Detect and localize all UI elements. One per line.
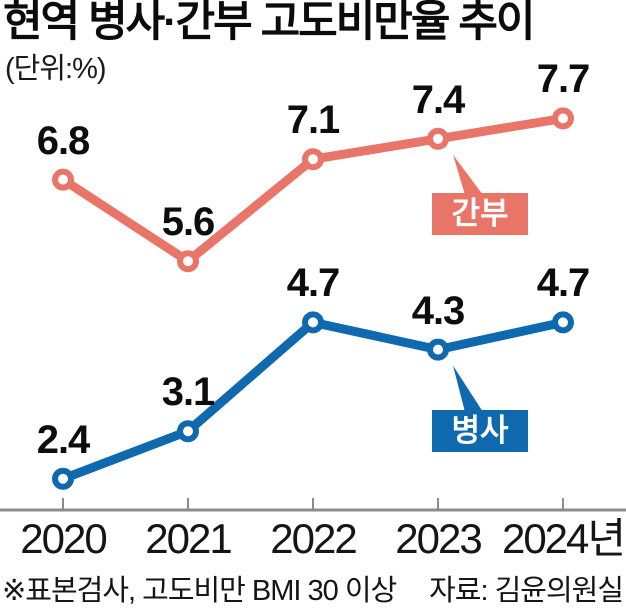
value-label-soldier-0: 2.4 bbox=[36, 417, 91, 462]
marker-soldier-2 bbox=[302, 311, 324, 334]
x-axis-label-4: 2024년 bbox=[501, 515, 626, 562]
value-label-officer-3: 7.4 bbox=[411, 77, 466, 122]
marker-officer-4 bbox=[552, 107, 574, 130]
x-axis-label-3: 2023 bbox=[395, 515, 482, 562]
value-label-officer-4: 7.7 bbox=[536, 57, 591, 102]
value-label-soldier-3: 4.3 bbox=[411, 288, 466, 333]
marker-soldier-0 bbox=[52, 467, 74, 490]
value-label-soldier-2: 4.7 bbox=[286, 261, 341, 306]
source-text: 자료: 김윤의원실 bbox=[429, 575, 624, 607]
x-axis-label-2: 2022 bbox=[270, 515, 357, 562]
marker-soldier-3 bbox=[427, 338, 449, 361]
x-axis-label-1: 2021 bbox=[145, 515, 232, 562]
footnote-bar: ※표본검사, 고도비만 BMI 30 이상 자료: 김윤의원실 bbox=[2, 575, 624, 608]
footnote-text: ※표본검사, 고도비만 BMI 30 이상 bbox=[2, 575, 397, 607]
series-legend-soldier: 병사 bbox=[432, 410, 528, 452]
marker-soldier-1 bbox=[177, 420, 199, 443]
marker-soldier-4 bbox=[552, 311, 574, 334]
value-label-officer-1: 5.6 bbox=[161, 200, 216, 245]
value-label-officer-0: 6.8 bbox=[36, 118, 91, 163]
marker-officer-1 bbox=[177, 250, 199, 273]
marker-officer-3 bbox=[427, 127, 449, 150]
legend-pointer-officer bbox=[453, 154, 483, 195]
series-legend-officer: 간부 bbox=[432, 193, 528, 235]
marker-officer-0 bbox=[52, 168, 74, 191]
value-label-soldier-1: 3.1 bbox=[161, 370, 216, 415]
line-soldier bbox=[58, 317, 568, 484]
plot-canvas bbox=[0, 107, 626, 512]
chart-title: 현역 병사·간부 고도비만율 추이 bbox=[3, 0, 535, 46]
x-axis-label-0: 2020 bbox=[20, 515, 107, 562]
value-label-officer-2: 7.1 bbox=[286, 98, 341, 143]
legend-pointer-soldier bbox=[453, 365, 483, 412]
unit-label: (단위:%) bbox=[5, 53, 107, 85]
value-label-soldier-4: 4.7 bbox=[536, 261, 591, 306]
marker-officer-2 bbox=[302, 148, 324, 171]
